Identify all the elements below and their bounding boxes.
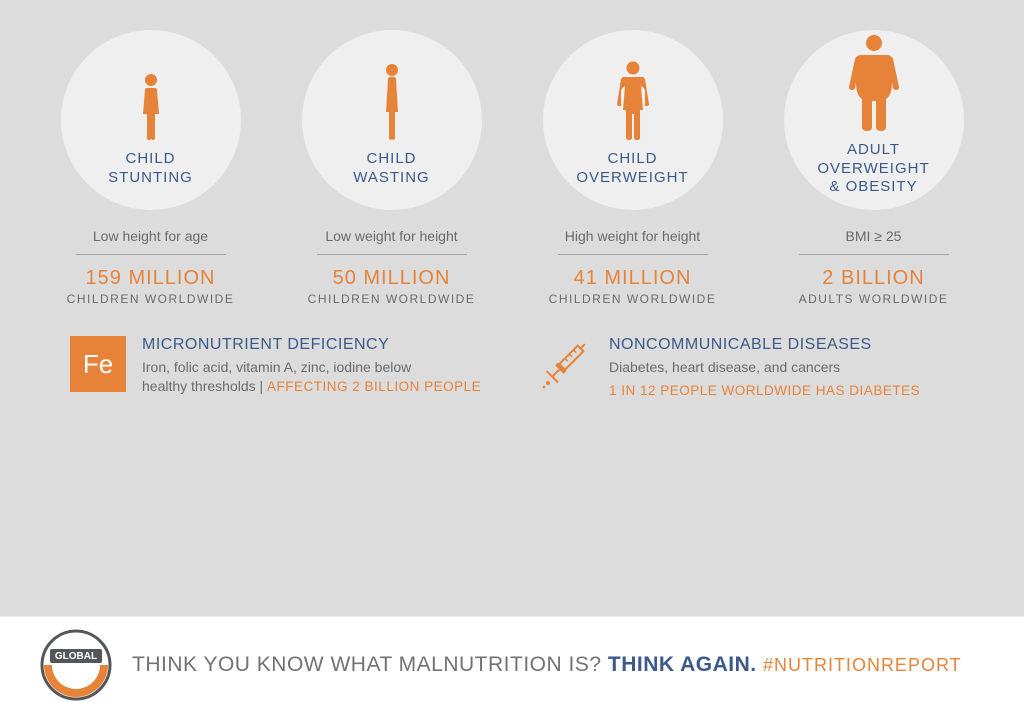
stat-number-obesity: 2 BILLION xyxy=(822,267,924,290)
gnr-logo-icon: GLOBAL NUTRITION REPORT xyxy=(40,629,112,701)
label-wasting: CHILDWASTING xyxy=(343,150,439,188)
stats-row: CHILDSTUNTING Low height for age 159 MIL… xyxy=(40,30,984,306)
micronutrient-title: MICRONUTRIENT DEFICIENCY xyxy=(142,336,481,354)
circle-obesity: ADULTOVERWEIGHT& OBESITY xyxy=(784,30,964,210)
info-ncd-text: NONCOMMUNICABLE DISEASES Diabetes, heart… xyxy=(609,336,920,398)
fe-symbol: Fe xyxy=(70,336,126,392)
footer-hashtag: #NUTRITIONREPORT xyxy=(763,655,962,675)
micronutrient-desc: Iron, folic acid, vitamin A, zinc, iodin… xyxy=(142,358,481,396)
stat-scope-overweight: CHILDREN WORLDWIDE xyxy=(549,292,717,306)
definition-stunting: Low height for age xyxy=(93,228,208,244)
syringe-icon xyxy=(537,336,593,392)
person-icon-obesity xyxy=(842,43,906,133)
info-ncd: NONCOMMUNICABLE DISEASES Diabetes, heart… xyxy=(537,336,954,398)
info-micronutrient: Fe MICRONUTRIENT DEFICIENCY Iron, folic … xyxy=(70,336,487,398)
ncd-title: NONCOMMUNICABLE DISEASES xyxy=(609,336,920,354)
logo-text-bot: REPORT xyxy=(58,676,93,683)
stat-scope-obesity: ADULTS WORLDWIDE xyxy=(799,292,949,306)
info-row: Fe MICRONUTRIENT DEFICIENCY Iron, folic … xyxy=(40,336,984,398)
main-panel: CHILDSTUNTING Low height for age 159 MIL… xyxy=(0,0,1024,616)
stat-number-overweight: 41 MILLION xyxy=(574,267,692,290)
micronutrient-desc-line1: Iron, folic acid, vitamin A, zinc, iodin… xyxy=(142,359,411,375)
ncd-highlight: 1 IN 12 PEOPLE WORLDWIDE HAS DIABETES xyxy=(609,383,920,398)
stat-stunting: CHILDSTUNTING Low height for age 159 MIL… xyxy=(40,30,261,306)
divider xyxy=(558,254,708,255)
stat-wasting: CHILDWASTING Low weight for height 50 MI… xyxy=(281,30,502,306)
label-overweight: CHILDOVERWEIGHT xyxy=(566,150,698,188)
logo-text-top: GLOBAL xyxy=(55,651,97,662)
circle-wasting: CHILDWASTING xyxy=(302,30,482,210)
micronutrient-desc-line2: healthy thresholds | xyxy=(142,378,267,394)
circle-overweight: CHILDOVERWEIGHT xyxy=(543,30,723,210)
person-icon-wasting xyxy=(378,52,406,142)
divider xyxy=(317,254,467,255)
label-obesity: ADULTOVERWEIGHT& OBESITY xyxy=(807,141,939,197)
definition-overweight: High weight for height xyxy=(565,228,700,244)
footer-bold: THINK AGAIN. xyxy=(608,653,763,676)
person-icon-stunting xyxy=(136,52,166,142)
divider xyxy=(799,254,949,255)
logo-text-mid: NUTRITION xyxy=(55,666,98,673)
stat-overweight: CHILDOVERWEIGHT High weight for height 4… xyxy=(522,30,743,306)
label-stunting: CHILDSTUNTING xyxy=(98,150,203,188)
stat-scope-stunting: CHILDREN WORLDWIDE xyxy=(67,292,235,306)
circle-stunting: CHILDSTUNTING xyxy=(61,30,241,210)
ncd-desc: Diabetes, heart disease, and cancers xyxy=(609,358,920,377)
stat-number-stunting: 159 MILLION xyxy=(86,267,216,290)
divider xyxy=(76,254,226,255)
footer-text: THINK YOU KNOW WHAT MALNUTRITION IS? THI… xyxy=(132,653,962,677)
footer: GLOBAL NUTRITION REPORT THINK YOU KNOW W… xyxy=(0,616,1024,713)
stat-obesity: ADULTOVERWEIGHT& OBESITY BMI ≥ 25 2 BILL… xyxy=(763,30,984,306)
micronutrient-highlight: AFFECTING 2 BILLION PEOPLE xyxy=(267,379,481,394)
person-icon-overweight xyxy=(611,52,655,142)
stat-number-wasting: 50 MILLION xyxy=(333,267,451,290)
info-micronutrient-text: MICRONUTRIENT DEFICIENCY Iron, folic aci… xyxy=(142,336,481,396)
stat-scope-wasting: CHILDREN WORLDWIDE xyxy=(308,292,476,306)
definition-obesity: BMI ≥ 25 xyxy=(846,228,902,244)
fe-icon: Fe xyxy=(70,336,126,392)
definition-wasting: Low weight for height xyxy=(325,228,457,244)
footer-lead: THINK YOU KNOW WHAT MALNUTRITION IS? xyxy=(132,653,608,676)
